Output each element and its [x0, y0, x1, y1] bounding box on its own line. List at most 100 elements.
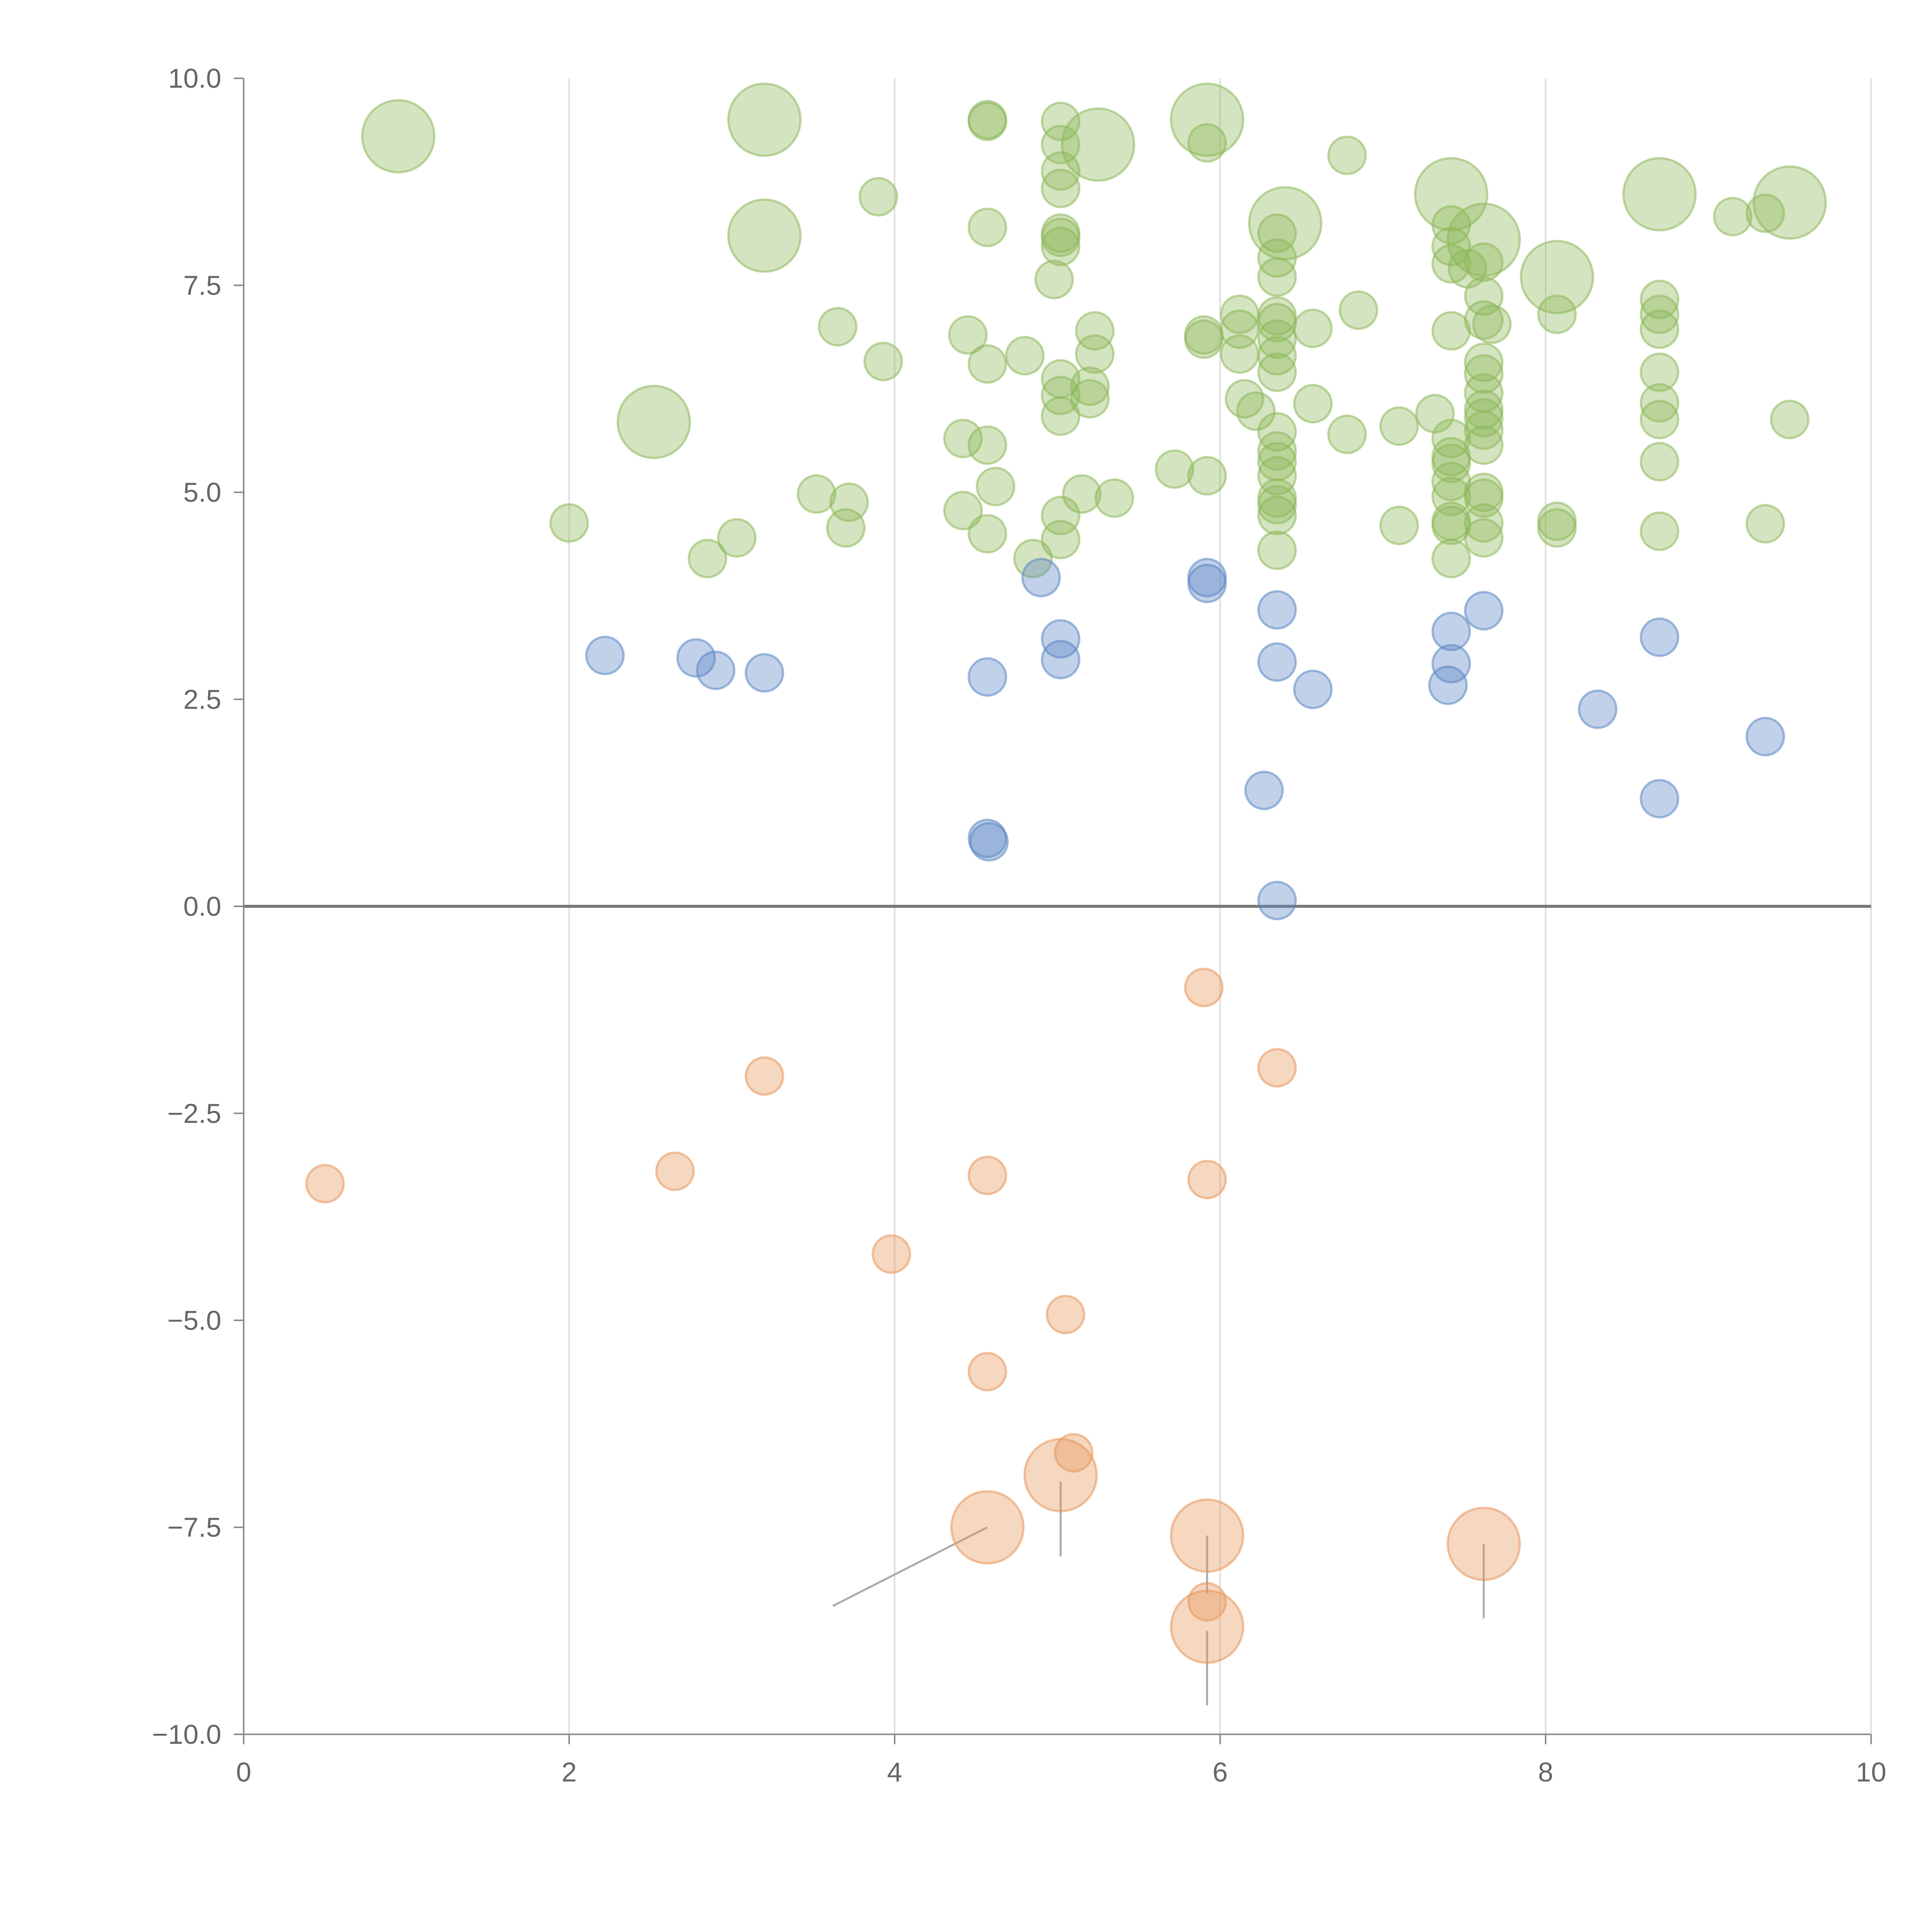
data-point-high [1464, 389, 1504, 430]
data-point-high [1070, 379, 1110, 419]
data-point-high [1639, 383, 1679, 423]
data-point-high [976, 466, 1015, 507]
y-tick-label: 10.0 [168, 63, 221, 94]
data-point-high [1257, 495, 1297, 536]
data-point-high [1472, 304, 1512, 344]
data-point-high [1537, 294, 1577, 334]
data-point-high [796, 474, 837, 514]
data-point-high [687, 539, 728, 578]
data-point-negative [968, 1155, 1007, 1196]
data-point-high [1257, 319, 1297, 359]
data-point-low [1021, 558, 1061, 598]
leader-line [832, 1526, 988, 1607]
data-point-high [1257, 456, 1297, 496]
x-tick-label: 10 [1856, 1757, 1886, 1787]
data-point-high [1537, 508, 1577, 548]
data-point-negative [871, 1234, 912, 1274]
data-point-low [1041, 639, 1081, 680]
data-point-low [1639, 779, 1679, 819]
data-point-low [1293, 669, 1333, 709]
data-point-low [745, 653, 784, 693]
data-point-high [1639, 511, 1679, 551]
data-point-high [1639, 309, 1679, 349]
y-tick-label: −2.5 [167, 1098, 221, 1129]
y-tick-label: 0.0 [183, 891, 221, 922]
data-point-high [1464, 425, 1504, 465]
data-point-low [585, 636, 625, 675]
data-point-negative [655, 1151, 695, 1191]
data-point-low [1431, 644, 1471, 684]
data-point-high [968, 101, 1007, 141]
data-point-high [1464, 503, 1504, 543]
data-point-high [1622, 157, 1697, 231]
data-point-high [1094, 478, 1134, 518]
data-point-low [1639, 617, 1679, 657]
y-tick-label: 2.5 [183, 684, 221, 714]
data-point-low [968, 818, 1007, 859]
data-point-high [1745, 193, 1785, 233]
data-point-high [1257, 485, 1297, 525]
data-point-high [1639, 279, 1679, 320]
data-point-high [826, 508, 866, 548]
data-point-high [717, 518, 757, 558]
data-point-high [1225, 379, 1264, 419]
data-point-negative [1023, 1438, 1098, 1512]
y-tick-label: −10.0 [152, 1719, 221, 1750]
data-point-negative [305, 1164, 345, 1204]
data-point-high [948, 315, 988, 355]
data-point-high [1041, 101, 1081, 141]
data-point-high [818, 307, 858, 347]
data-point-high [1379, 505, 1419, 546]
y-tick-label: 7.5 [183, 270, 221, 301]
data-point-high [1041, 376, 1081, 415]
x-tick-label: 8 [1538, 1757, 1553, 1787]
data-point-negative [1054, 1433, 1094, 1473]
data-point-high [1293, 384, 1333, 424]
data-point-negative [1170, 1589, 1245, 1664]
data-point-high [1464, 398, 1504, 438]
data-point-low [1257, 590, 1297, 630]
data-point-high [1414, 157, 1488, 231]
data-point-low [696, 650, 736, 690]
data-point-high [549, 503, 589, 543]
data-point-low [1745, 717, 1785, 757]
data-point-high [943, 418, 983, 459]
data-point-high [968, 344, 1007, 384]
data-point-high [1431, 244, 1471, 284]
axes [233, 77, 1872, 1745]
data-point-high [1061, 107, 1135, 182]
data-point-high [943, 491, 983, 531]
data-point-high [1431, 226, 1471, 266]
x-tick-label: 6 [1213, 1757, 1228, 1787]
data-point-high [1770, 400, 1810, 439]
data-point-negative [1446, 1507, 1521, 1581]
data-point-high [1187, 456, 1227, 496]
data-point-high [1248, 186, 1323, 260]
data-point-high [1464, 410, 1504, 450]
data-point-low [1187, 563, 1227, 604]
data-point-negative [968, 1352, 1007, 1392]
data-point-high [1041, 495, 1081, 536]
data-point-high [361, 99, 435, 173]
data-point-high [1752, 165, 1827, 240]
data-point-high [1639, 400, 1679, 439]
data-point-low [1244, 770, 1284, 810]
y-tick-label: 5.0 [183, 477, 221, 508]
data-point-high [1464, 242, 1504, 282]
data-point-high [727, 198, 802, 273]
data-point-high [1187, 123, 1227, 163]
data-point-high [1005, 336, 1045, 376]
data-point-high [1464, 518, 1504, 558]
data-point-high [1070, 366, 1110, 406]
x-tick-label: 4 [887, 1757, 902, 1787]
data-point-high [863, 342, 903, 381]
data-point-high [1034, 260, 1074, 299]
data-point-high [1257, 530, 1297, 570]
data-point-high [1013, 539, 1053, 578]
data-point-high [1075, 311, 1115, 351]
data-point-high [1041, 226, 1081, 266]
data-point-high [1415, 394, 1455, 434]
data-point-high [1184, 319, 1224, 359]
